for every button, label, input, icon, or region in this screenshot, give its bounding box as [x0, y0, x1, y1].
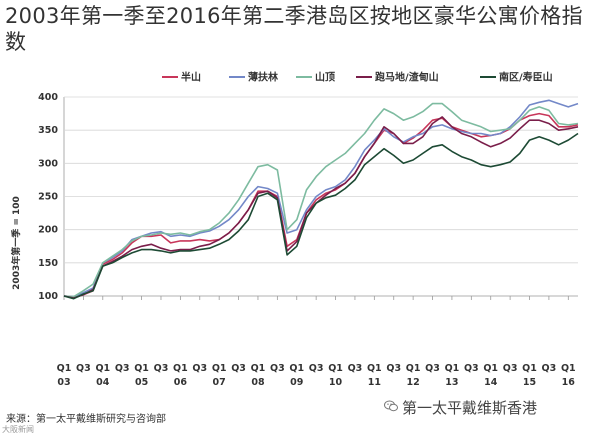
x-tick-quarter: Q1	[57, 363, 72, 374]
grid-lines	[63, 96, 578, 297]
x-tick-quarter: Q1	[289, 363, 304, 374]
series-line-4	[63, 132, 579, 300]
x-tick-quarter: Q1	[212, 363, 227, 374]
x-tick-year: 11	[368, 377, 381, 388]
legend-label-4: 南区/寿臣山	[499, 71, 553, 84]
x-tick-quarter: Q1	[251, 363, 266, 374]
x-tick-quarter: Q1	[522, 363, 537, 374]
x-tick-quarter: Q1	[95, 363, 110, 374]
legend: 半山 薄扶林 山顶 跑马地/渣甸山 南区/寿臣山	[162, 71, 553, 84]
x-tick-year: 10	[329, 377, 343, 388]
y-tick-label: 150	[38, 258, 58, 269]
x-tick-year: 08	[251, 377, 265, 388]
x-axis-ticks: Q1 03 Q3 Q1 04 Q3 Q1 05 Q3 Q1 06 Q3 Q1 07 Q3 Q1 08 Q3 Q1 09…	[57, 296, 576, 388]
x-tick-quarter: Q3	[309, 363, 324, 374]
y-tick-label: 350	[38, 125, 58, 136]
y-axis-ticks: 100 150 200 250 300 350 400	[38, 92, 58, 302]
x-tick-quarter: Q3	[464, 363, 479, 374]
x-tick-quarter: Q3	[270, 363, 285, 374]
wechat-icon	[384, 400, 398, 412]
legend-label-2: 山顶	[315, 71, 335, 84]
legend-label-0: 半山	[181, 71, 201, 84]
y-tick-label: 100	[38, 291, 58, 302]
source-note: 来源：第一太平戴维斯研究与咨询部	[6, 414, 166, 425]
x-tick-year: 04	[96, 377, 110, 388]
series-line-2	[63, 102, 579, 298]
x-tick-quarter: Q1	[483, 363, 498, 374]
legend-label-3: 跑马地/渣甸山	[375, 71, 439, 84]
chart-title: 2003年第一季至2016年第二季港岛区按地区豪华公寓价格指数	[5, 4, 583, 54]
legend-label-1: 薄扶林	[248, 71, 279, 84]
series-line-0	[63, 112, 579, 299]
series-lines	[63, 99, 579, 300]
x-tick-year: 14	[484, 377, 498, 388]
x-tick-quarter: Q3	[542, 363, 557, 374]
x-tick-quarter: Q1	[406, 363, 421, 374]
corner-watermark: 大阪新闻	[2, 425, 34, 434]
x-tick-quarter: Q1	[328, 363, 343, 374]
x-tick-year: 06	[174, 377, 188, 388]
x-tick-quarter: Q1	[173, 363, 188, 374]
x-tick-year: 15	[523, 377, 536, 388]
x-tick-quarter: Q3	[386, 363, 401, 374]
x-tick-year: 12	[407, 377, 420, 388]
y-tick-label: 400	[38, 92, 58, 103]
x-tick-quarter: Q1	[561, 363, 576, 374]
x-tick-quarter: Q1	[367, 363, 382, 374]
x-tick-quarter: Q3	[425, 363, 440, 374]
x-tick-year: 16	[562, 377, 576, 388]
x-tick-quarter: Q3	[231, 363, 246, 374]
x-tick-quarter: Q1	[134, 363, 149, 374]
y-axis-label: 2003年第一季 = 100	[10, 196, 22, 290]
y-tick-label: 200	[38, 225, 58, 236]
x-tick-quarter: Q3	[115, 363, 130, 374]
x-tick-quarter: Q3	[76, 363, 91, 374]
x-tick-quarter: Q3	[154, 363, 169, 374]
x-tick-quarter: Q3	[192, 363, 207, 374]
x-tick-year: 13	[445, 377, 458, 388]
x-tick-year: 05	[135, 377, 148, 388]
x-tick-year: 09	[290, 377, 303, 388]
brand-name: 第一太平戴维斯香港	[402, 399, 538, 417]
x-tick-quarter: Q3	[348, 363, 363, 374]
x-tick-quarter: Q1	[445, 363, 460, 374]
series-line-1	[63, 99, 579, 298]
x-tick-quarter: Q3	[503, 363, 518, 374]
y-tick-label: 250	[38, 192, 58, 203]
series-line-3	[63, 116, 579, 299]
y-tick-label: 300	[38, 158, 58, 169]
x-tick-year: 03	[57, 377, 70, 388]
x-tick-year: 07	[213, 377, 226, 388]
